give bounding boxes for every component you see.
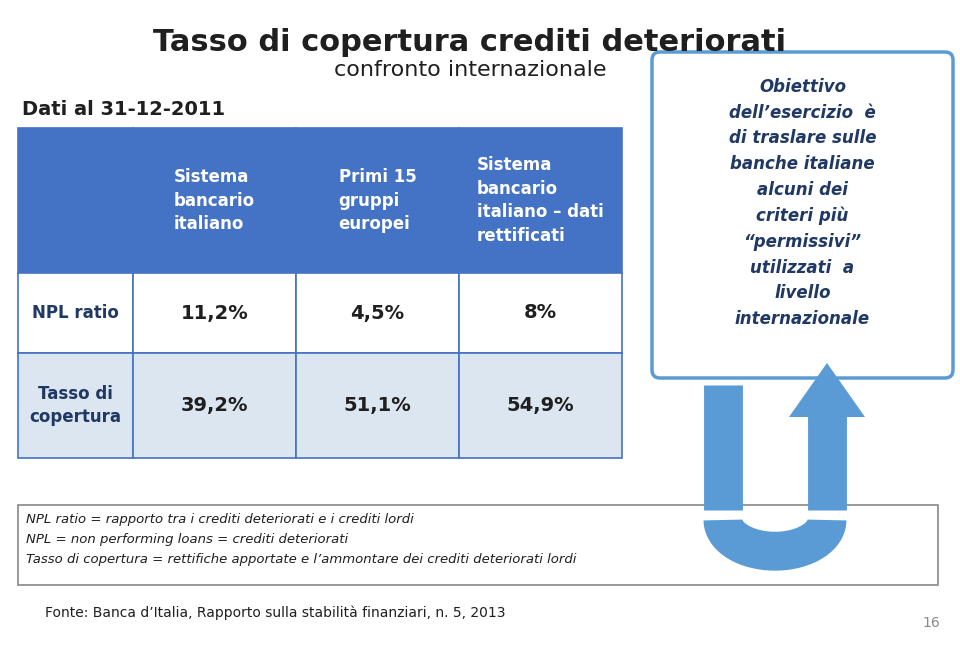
Text: 54,9%: 54,9%	[507, 396, 574, 415]
Bar	[296, 128, 459, 273]
Text: Sistema
bancario
italiano: Sistema bancario italiano	[174, 168, 255, 233]
Polygon shape	[789, 363, 865, 417]
Text: 51,1%: 51,1%	[344, 396, 412, 415]
Bar	[133, 353, 296, 458]
Text: confronto internazionale: confronto internazionale	[334, 60, 607, 80]
Bar	[296, 353, 459, 458]
Bar	[133, 128, 296, 273]
Text: Tasso di
copertura: Tasso di copertura	[30, 386, 122, 426]
Bar	[459, 128, 622, 273]
Text: NPL ratio = rapporto tra i crediti deteriorati e i crediti lordi
NPL = non perfo: NPL ratio = rapporto tra i crediti deter…	[26, 513, 576, 566]
Text: Primi 15
gruppi
europei: Primi 15 gruppi europei	[339, 168, 417, 233]
Text: Dati al 31-12-2011: Dati al 31-12-2011	[22, 100, 226, 119]
Text: Fonte: Banca d’Italia, Rapporto sulla stabilità finanziari, n. 5, 2013: Fonte: Banca d’Italia, Rapporto sulla st…	[45, 605, 506, 620]
Bar	[459, 353, 622, 458]
Text: Tasso di copertura crediti deteriorati: Tasso di copertura crediti deteriorati	[154, 28, 786, 57]
Bar	[18, 505, 938, 585]
Bar	[18, 128, 133, 273]
Bar	[133, 273, 296, 353]
FancyBboxPatch shape	[652, 52, 953, 378]
Text: 8%: 8%	[524, 304, 557, 323]
Text: 16: 16	[923, 616, 940, 630]
Text: 39,2%: 39,2%	[180, 396, 249, 415]
Text: 4,5%: 4,5%	[350, 304, 404, 323]
Bar	[18, 353, 133, 458]
Text: NPL ratio: NPL ratio	[32, 304, 119, 322]
Text: 11,2%: 11,2%	[180, 304, 249, 323]
Bar	[459, 273, 622, 353]
Text: Obiettivo
dell’esercizio  è
di traslare sulle
banche italiane
alcuni dei
criteri: Obiettivo dell’esercizio è di traslare s…	[729, 78, 876, 328]
Text: Sistema
bancario
italiano – dati
rettificati: Sistema bancario italiano – dati rettifi…	[477, 156, 604, 245]
Bar	[296, 273, 459, 353]
Bar	[18, 273, 133, 353]
